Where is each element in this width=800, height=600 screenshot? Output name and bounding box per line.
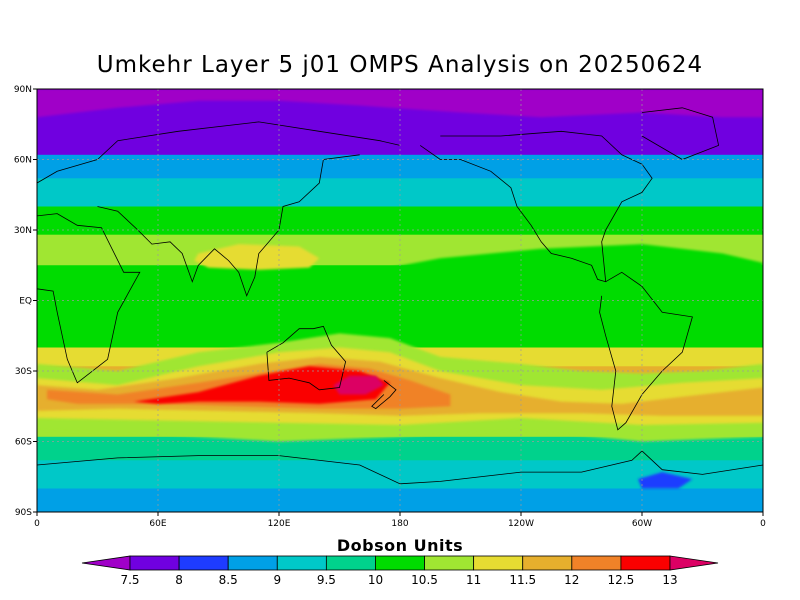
ozone-contours: [37, 89, 763, 489]
colorbar-label: 9: [273, 573, 281, 587]
colorbar-min-arrow: [81, 555, 131, 571]
coastline-segment: [37, 213, 141, 384]
map-title: Umkehr Layer 5 j01 OMPS Analysis on 2025…: [96, 52, 704, 78]
y-tick-label: 30S: [15, 367, 32, 377]
coastline-segment: [641, 107, 720, 160]
x-tick-label: 180: [391, 519, 408, 529]
y-tick-label: 90N: [14, 85, 32, 95]
coastline-segment: [266, 325, 347, 391]
x-tick-label: 60E: [149, 519, 166, 529]
colorbar-swatch: [129, 555, 180, 571]
colorbar-swatch: [375, 555, 425, 571]
colorbar-label: 12.5: [608, 573, 635, 587]
y-tick-label: 30N: [14, 226, 32, 236]
contour-polar-low: [638, 472, 693, 489]
colorbar-swatch: [620, 555, 671, 571]
colorbar-swatch: [178, 555, 229, 571]
contour-arctic-low: [37, 89, 763, 118]
contour-north-high: [194, 244, 320, 270]
colorbar-max-arrow: [669, 555, 719, 571]
colorbar-label: 12: [564, 573, 579, 587]
colorbar-label: 10.5: [411, 573, 438, 587]
x-tick-label: 0: [34, 519, 40, 529]
colorbar-label: 11.5: [509, 573, 536, 587]
colorbar-swatch: [276, 555, 327, 571]
axis-ticks: 0 60E 120E 180 120W 60W 0 90N 60N 30N EQ 30S 60S 90S: [14, 85, 766, 529]
coastline-segment: [97, 154, 360, 297]
colorbar-label: 13: [662, 573, 677, 587]
x-tick-label: 120E: [268, 519, 291, 529]
x-tick-label: 60W: [632, 519, 652, 529]
colorbar-label: 8: [175, 573, 183, 587]
contour-13: [333, 375, 384, 395]
colorbar-swatch: [571, 555, 622, 571]
coastline-segment: [37, 450, 763, 485]
colorbar-swatch: [227, 555, 278, 571]
colorbar-label: 9.5: [317, 573, 336, 587]
y-tick-label: 60N: [14, 156, 32, 166]
x-tick-label: 0: [760, 519, 766, 529]
coastline-segment: [419, 130, 653, 283]
colorbar-label: 7.5: [120, 573, 139, 587]
colorbar-swatch: [325, 555, 376, 571]
coastline-segment: [371, 380, 397, 410]
x-tick-label: 120W: [508, 519, 534, 529]
coastline-segment: [37, 121, 401, 184]
colorbar-label: 10: [368, 573, 383, 587]
contour-tropic-low: [389, 244, 763, 310]
colorbar-title: Dobson Units: [336, 536, 464, 555]
coastlines: [37, 107, 763, 485]
y-tick-label: 60S: [15, 438, 32, 448]
y-tick-label: 90S: [15, 508, 32, 518]
grid-lines: [37, 89, 763, 512]
y-tick-label: EQ: [19, 297, 32, 307]
contour-12-5: [133, 366, 390, 404]
colorbar-swatch: [473, 555, 524, 571]
ozone-map: 0 60E 120E 180 120W 60W 0 90N 60N 30N EQ 30S 60S 90S: [14, 85, 766, 529]
colorbar-swatch: [522, 555, 573, 571]
colorbar-label: 8.5: [219, 573, 238, 587]
colorbar-swatch: [424, 555, 475, 571]
colorbar-label: 11: [466, 573, 481, 587]
